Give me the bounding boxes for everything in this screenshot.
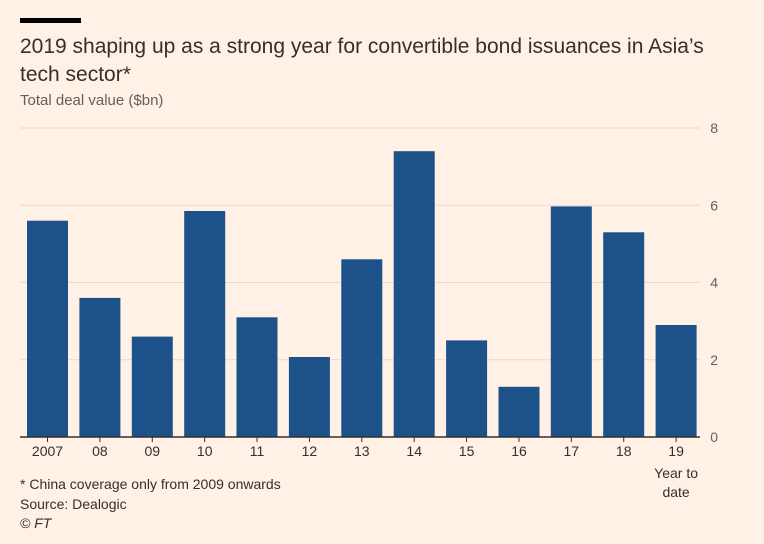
bar-15 [446, 340, 488, 437]
source-note: Source: Dealogic [20, 496, 127, 512]
bar-16 [498, 386, 540, 437]
x-tick-label-2007: 2007 [32, 443, 63, 459]
x-tick-label-08: 08 [92, 443, 108, 459]
x-tick-label-11: 11 [250, 443, 265, 459]
x-tick-label-14: 14 [406, 443, 422, 459]
bar-17 [550, 206, 592, 437]
y-tick-label-4: 4 [710, 275, 718, 291]
bar-09 [131, 336, 173, 437]
x-tick-label-16: 16 [511, 443, 527, 459]
bar-13 [341, 259, 383, 437]
x-tick-label-17: 17 [564, 443, 580, 459]
bar-2007 [27, 220, 68, 437]
x-tick-label-19: 19 [668, 443, 684, 459]
bar-14 [393, 151, 435, 437]
bar-08 [79, 297, 121, 437]
x-tick-label-18: 18 [616, 443, 632, 459]
x-tick-label-13: 13 [354, 443, 370, 459]
copyright: © FT [20, 515, 52, 531]
chart-subtitle: Total deal value ($bn) [20, 92, 164, 109]
bar-11 [236, 317, 278, 437]
x-tick-note-19: Year to date [654, 465, 698, 500]
x-tick-label-10: 10 [197, 443, 213, 459]
footnote: * China coverage only from 2009 onwards [20, 476, 281, 492]
bar-12 [288, 357, 330, 437]
y-tick-label-8: 8 [710, 120, 718, 136]
y-tick-label-6: 6 [710, 197, 718, 213]
x-tick-label-12: 12 [302, 443, 318, 459]
bar-19 [655, 325, 697, 437]
bar-18 [603, 232, 645, 437]
bar-10 [184, 211, 226, 437]
chart-title: 2019 shaping up as a strong year for con… [20, 35, 704, 86]
x-tick-label-09: 09 [145, 443, 161, 459]
x-tick-label-15: 15 [459, 443, 475, 459]
y-tick-label-0: 0 [710, 429, 718, 445]
ft-top-bar [20, 18, 81, 23]
y-tick-label-2: 2 [710, 352, 718, 368]
